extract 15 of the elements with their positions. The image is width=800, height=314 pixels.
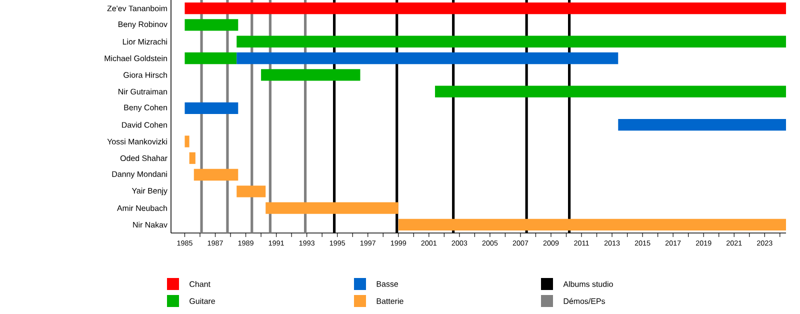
bar — [184, 102, 238, 114]
bar — [618, 119, 786, 131]
bar — [189, 152, 196, 164]
bar — [236, 186, 266, 198]
bar — [236, 36, 786, 48]
bar — [435, 86, 786, 98]
bar — [184, 52, 237, 64]
bar — [261, 69, 360, 81]
bar — [266, 202, 398, 214]
bar — [184, 19, 238, 31]
bar — [194, 168, 238, 181]
bar — [184, 136, 190, 148]
bar — [236, 52, 618, 64]
bar — [184, 2, 786, 14]
bar — [398, 218, 786, 231]
